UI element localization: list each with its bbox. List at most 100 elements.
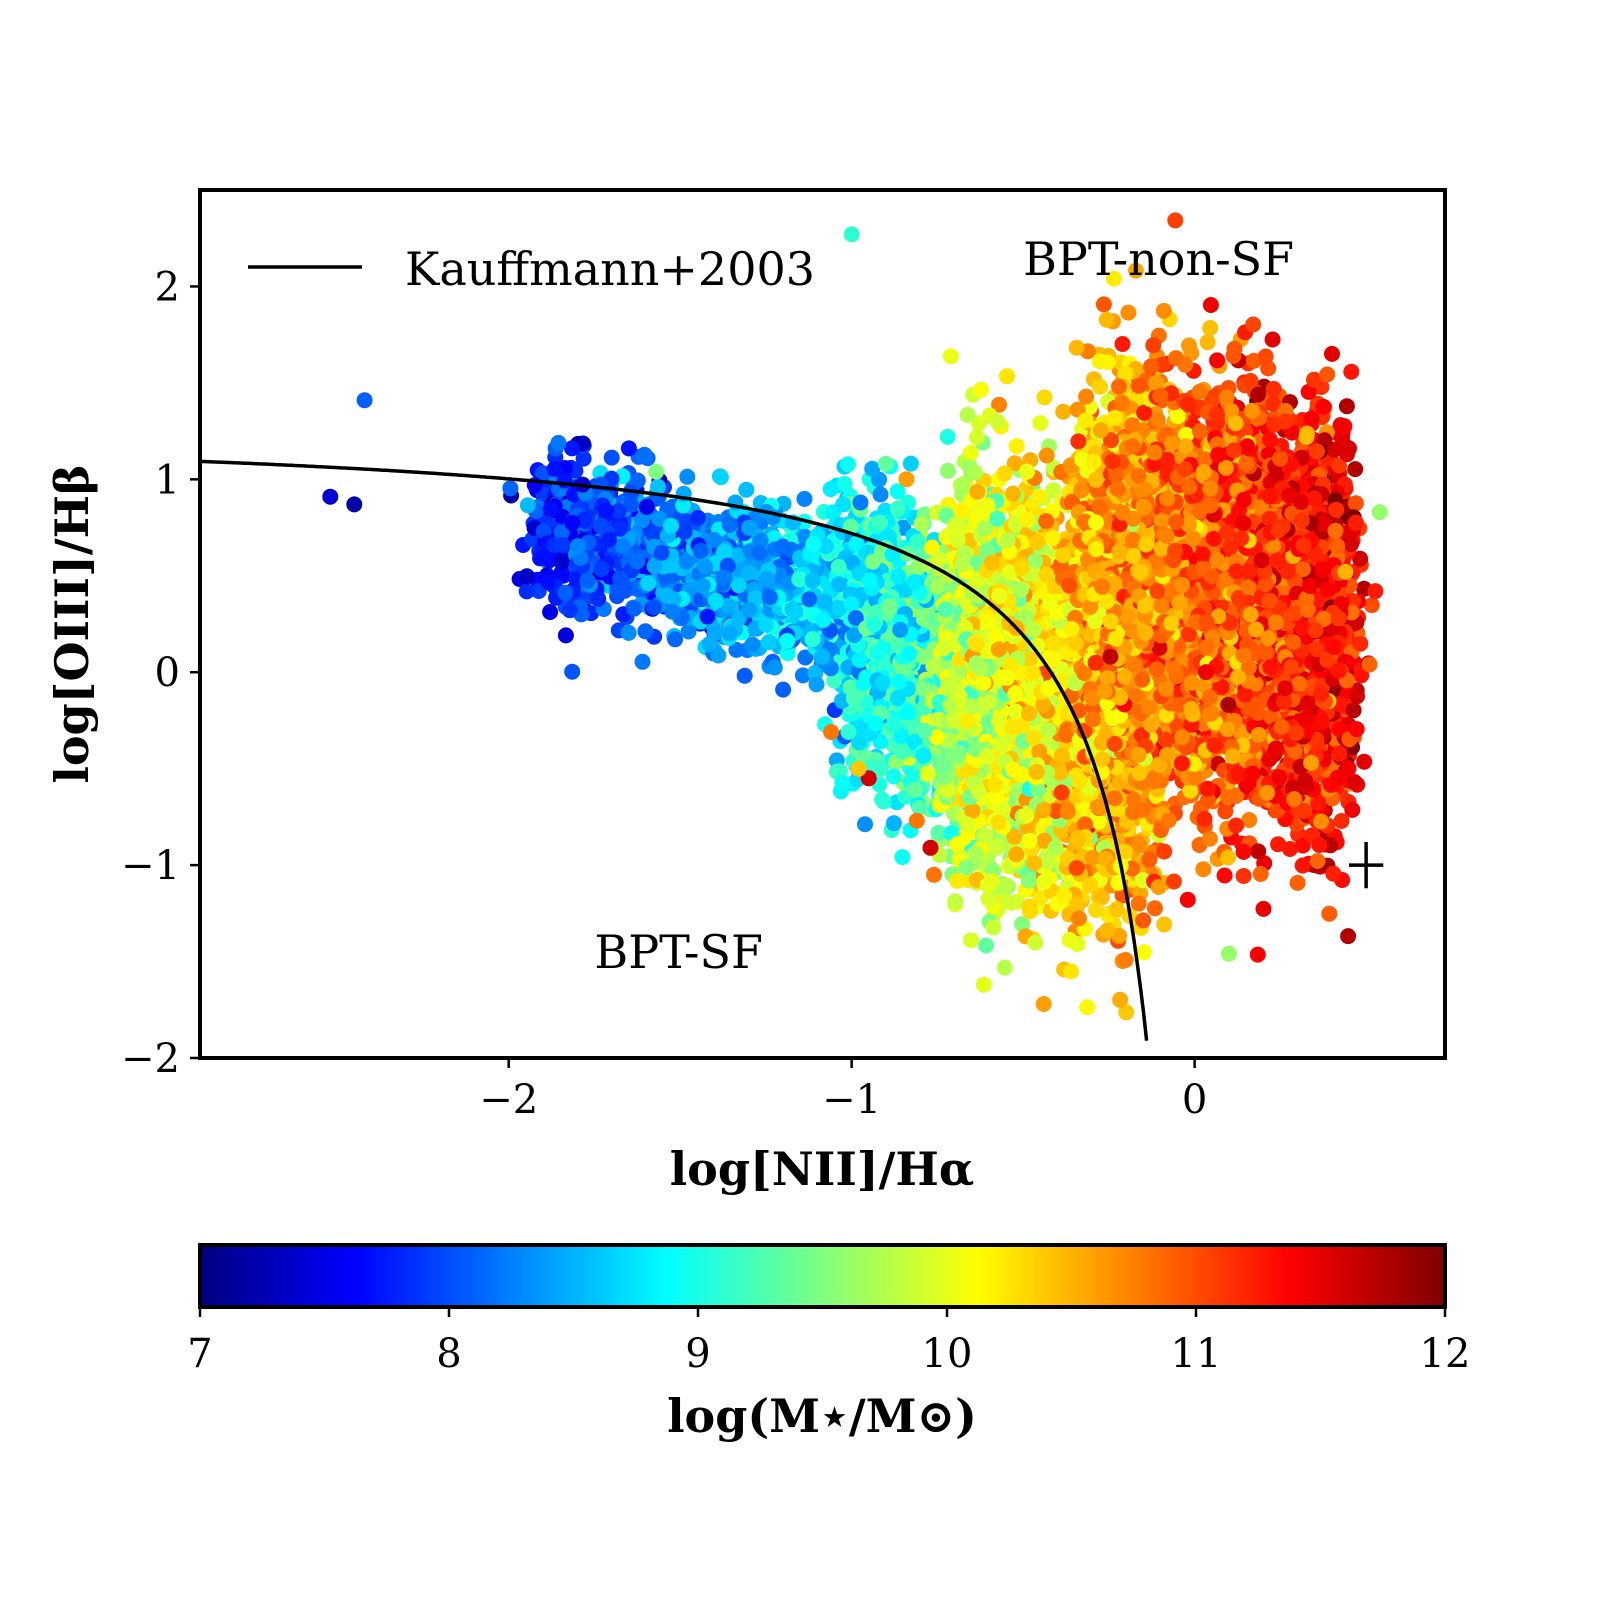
data-point	[949, 872, 966, 889]
data-point	[834, 774, 851, 791]
data-point	[699, 608, 716, 625]
data-point	[603, 449, 620, 466]
data-point	[598, 502, 614, 519]
data-point	[646, 558, 663, 575]
data-point	[760, 634, 777, 651]
data-point	[680, 623, 697, 640]
data-point	[978, 937, 995, 954]
data-point	[730, 577, 747, 594]
data-point	[740, 601, 757, 618]
data-point	[518, 568, 535, 585]
data-point	[546, 461, 563, 477]
data-point	[629, 472, 646, 489]
data-point	[636, 446, 653, 463]
data-point	[815, 612, 832, 628]
data-point	[542, 501, 559, 518]
data-point	[590, 590, 607, 607]
data-point	[845, 690, 862, 706]
data-point	[804, 572, 821, 589]
data-point	[553, 536, 570, 553]
data-point	[706, 532, 723, 548]
data-point	[872, 514, 889, 531]
data-point	[758, 570, 775, 587]
data-point	[707, 592, 724, 609]
data-point	[885, 768, 902, 785]
data-point	[626, 600, 643, 617]
data-point	[915, 747, 932, 764]
data-point	[808, 676, 825, 693]
data-point	[861, 572, 878, 589]
data-point	[881, 598, 898, 615]
data-point	[900, 704, 917, 721]
data-point	[676, 523, 693, 540]
data-point	[564, 440, 580, 457]
data-point	[679, 468, 696, 485]
data-point	[620, 624, 637, 641]
data-point	[758, 616, 775, 633]
data-point	[653, 544, 670, 561]
data-point	[556, 472, 573, 489]
data-point	[805, 535, 822, 552]
data-point	[629, 553, 646, 570]
data-point	[620, 440, 637, 457]
data-point	[614, 537, 631, 554]
data-point	[870, 644, 886, 661]
data-point	[601, 531, 618, 548]
data-point	[913, 515, 930, 532]
data-point	[579, 572, 596, 589]
data-point	[650, 478, 666, 495]
data-point	[885, 815, 902, 832]
data-point	[651, 510, 668, 527]
data-point	[736, 667, 753, 684]
data-point	[816, 593, 833, 610]
data-point	[564, 514, 581, 531]
data-point	[830, 558, 847, 575]
data-point	[877, 455, 894, 472]
data-point	[814, 648, 831, 665]
data-point	[542, 604, 559, 620]
data-point	[694, 578, 711, 594]
data-point	[867, 715, 884, 732]
data-point	[519, 497, 536, 514]
data-point	[640, 575, 657, 592]
data-point	[779, 645, 796, 662]
data-point	[1156, 916, 1173, 933]
data-point	[761, 589, 778, 606]
data-point	[774, 538, 791, 555]
data-point	[592, 476, 609, 493]
data-point	[716, 543, 733, 560]
data-point	[645, 525, 661, 542]
data-point	[502, 480, 519, 497]
data-point	[865, 616, 882, 633]
data-point	[744, 636, 761, 653]
data-point	[807, 664, 824, 681]
data-point	[889, 500, 906, 517]
data-point	[906, 574, 923, 591]
data-point	[901, 645, 918, 662]
data-point	[564, 663, 581, 680]
data-point	[664, 603, 681, 620]
data-point	[690, 509, 706, 526]
data-point	[721, 516, 738, 533]
data-point	[766, 659, 783, 676]
data-point	[894, 849, 911, 866]
data-point	[822, 481, 839, 498]
data-point	[667, 631, 684, 648]
data-point	[1146, 900, 1163, 917]
data-point	[779, 633, 796, 649]
data-point	[553, 524, 570, 541]
data-point	[840, 456, 856, 473]
data-point	[890, 673, 907, 690]
data-point	[612, 570, 629, 587]
data-point	[852, 494, 869, 511]
data-point	[751, 545, 768, 562]
data-point	[518, 583, 535, 600]
data-point	[532, 550, 549, 567]
data-point	[826, 672, 843, 689]
data-point	[892, 621, 909, 638]
data-point	[715, 569, 732, 586]
scatter-points	[322, 212, 1388, 1021]
data-point	[831, 576, 847, 593]
data-point	[637, 623, 654, 640]
